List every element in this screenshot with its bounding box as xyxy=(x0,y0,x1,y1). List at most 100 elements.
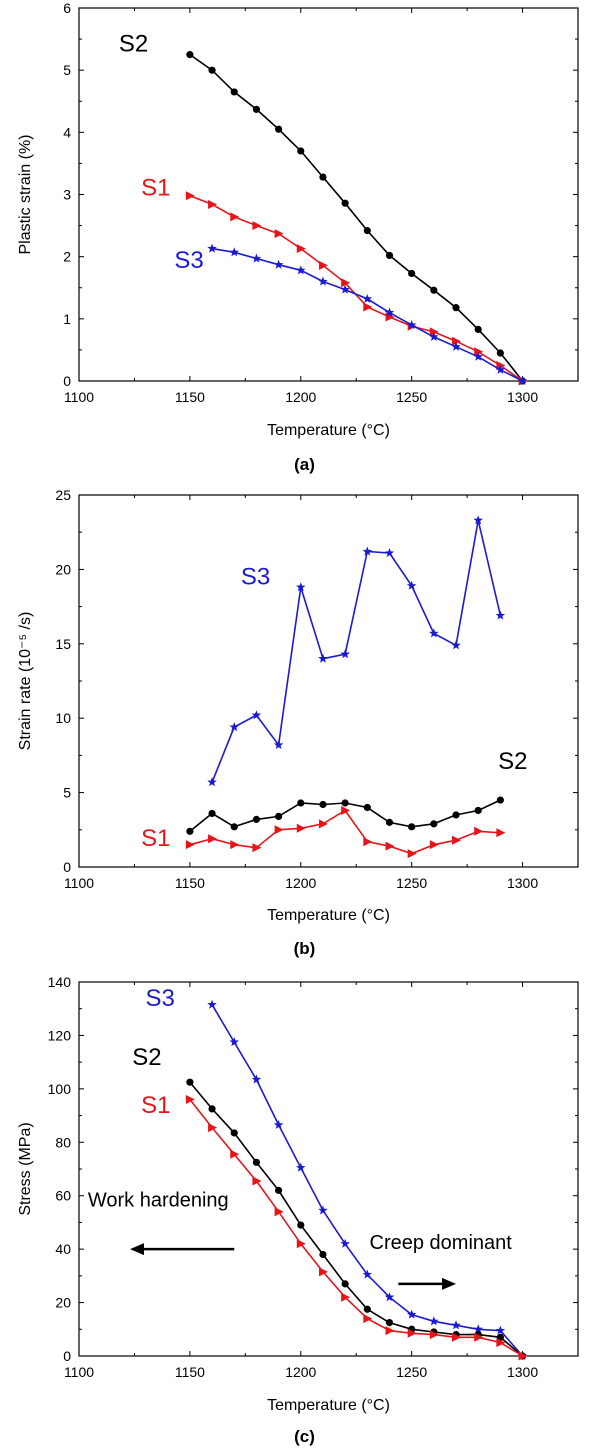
y-tick-label: 5 xyxy=(63,62,71,78)
data-point-S1 xyxy=(341,1292,351,1302)
data-point-S3 xyxy=(406,580,417,590)
data-point-S3 xyxy=(340,284,350,294)
y-axis-title: Stress (MPa) xyxy=(17,1122,34,1215)
panel-label: (a) xyxy=(294,455,315,474)
data-point-S1 xyxy=(474,1332,484,1342)
data-point-S2 xyxy=(297,799,305,807)
data-point-S1 xyxy=(429,327,439,337)
y-tick-label: 20 xyxy=(55,1295,71,1311)
data-point-S3 xyxy=(473,1324,483,1334)
data-point-S1 xyxy=(252,843,262,853)
data-point-S3 xyxy=(362,293,373,303)
data-point-S1 xyxy=(341,805,351,815)
data-point-S1 xyxy=(230,1149,240,1159)
data-point-S1 xyxy=(452,336,462,346)
data-point-S1 xyxy=(208,199,218,209)
data-point-S1 xyxy=(341,278,351,288)
data-point-S1 xyxy=(185,191,195,201)
data-point-S3 xyxy=(384,1292,395,1302)
series-line-S3 xyxy=(211,520,502,783)
data-point-S2 xyxy=(341,1280,349,1288)
data-point-S1 xyxy=(385,841,395,851)
data-point-S1 xyxy=(429,840,439,850)
data-point-S2 xyxy=(496,349,504,357)
data-point-S1 xyxy=(318,1267,328,1277)
data-point-S2 xyxy=(385,1319,394,1327)
data-point-S3 xyxy=(406,1309,417,1319)
data-point-S2 xyxy=(275,812,283,821)
data-point-S2 xyxy=(230,1129,238,1137)
data-point-S2 xyxy=(275,125,283,133)
data-point-S3 xyxy=(429,1316,439,1326)
data-point-S3 xyxy=(273,739,284,750)
data-point-S3 xyxy=(429,628,439,638)
data-point-S3 xyxy=(473,515,483,525)
data-point-S1 xyxy=(208,834,218,844)
series-label-S1: S1 xyxy=(141,825,170,852)
data-point-S2 xyxy=(230,823,238,831)
plot-frame xyxy=(78,981,579,1357)
data-point-S3 xyxy=(340,649,350,659)
y-axis-title: Plastic strain (%) xyxy=(17,134,34,254)
data-point-S1 xyxy=(363,837,373,847)
data-point-S2 xyxy=(208,1105,216,1113)
y-tick-label: 3 xyxy=(63,187,71,203)
data-point-S3 xyxy=(495,610,506,620)
y-tick-label: 60 xyxy=(55,1188,71,1204)
data-point-S3 xyxy=(451,1320,461,1330)
data-point-S1 xyxy=(185,840,195,850)
annotation-arrow xyxy=(130,1243,235,1256)
data-point-S3 xyxy=(362,1269,373,1279)
y-tick-label: 100 xyxy=(48,1081,72,1097)
data-point-S2 xyxy=(363,1305,371,1313)
data-point-S2 xyxy=(341,799,349,807)
series-label-S3: S3 xyxy=(241,563,270,590)
panel-1: 1100 1150 1200 1250 1300 0 1 2 3 4 5 6 Temperature (… xyxy=(17,0,579,474)
y-tick-label: 40 xyxy=(55,1241,71,1257)
data-point-S3 xyxy=(251,1074,262,1084)
data-point-S2 xyxy=(208,809,216,818)
series-label-S1: S1 xyxy=(141,1092,170,1119)
data-point-S3 xyxy=(296,265,306,275)
x-tick-label: 1150 xyxy=(175,1364,205,1380)
data-point-S2 xyxy=(452,811,460,819)
data-point-S3 xyxy=(229,1037,239,1047)
x-axis-title: Temperature (°C) xyxy=(267,907,390,924)
annotation-text: Work hardening xyxy=(88,1189,229,1211)
data-point-S2 xyxy=(186,51,194,59)
y-axis-title: Strain rate (10⁻⁵ /s) xyxy=(17,612,34,751)
data-point-S3 xyxy=(229,722,239,732)
panel-3: 1100 1150 1200 1250 1300 0 20 40 60 80 100 120 140 Te… xyxy=(17,974,579,1446)
data-point-S3 xyxy=(207,243,217,253)
series-line-S3 xyxy=(211,247,523,382)
data-point-S1 xyxy=(363,1314,373,1324)
data-point-S1 xyxy=(296,1239,306,1249)
data-point-S2 xyxy=(252,1158,261,1166)
y-tick-label: 0 xyxy=(63,859,71,875)
x-tick-label: 1100 xyxy=(64,875,94,891)
data-point-S2 xyxy=(385,818,394,826)
series-S1 xyxy=(185,1095,528,1361)
data-point-S2 xyxy=(341,199,349,207)
data-point-S2 xyxy=(252,105,261,113)
x-tick-label: 1250 xyxy=(396,389,427,405)
data-point-S2 xyxy=(319,800,327,809)
x-tick-label: 1150 xyxy=(175,875,205,891)
y-tick-label: 20 xyxy=(55,561,71,577)
x-tick-label: 1250 xyxy=(396,1364,427,1380)
data-point-S1 xyxy=(274,1207,284,1217)
data-point-S2 xyxy=(452,304,460,312)
data-point-S3 xyxy=(384,548,395,558)
data-point-S3 xyxy=(362,546,373,556)
y-tick-label: 10 xyxy=(55,710,71,726)
series-label-S2: S2 xyxy=(498,748,527,775)
x-tick-label: 1300 xyxy=(507,389,538,405)
data-point-S2 xyxy=(275,1186,283,1194)
data-point-S2 xyxy=(474,806,482,815)
data-point-S1 xyxy=(518,1351,528,1361)
data-point-S2 xyxy=(408,269,416,278)
series-line-S1 xyxy=(189,1099,524,1357)
y-tick-label: 0 xyxy=(63,1348,71,1364)
y-tick-label: 5 xyxy=(63,785,71,801)
